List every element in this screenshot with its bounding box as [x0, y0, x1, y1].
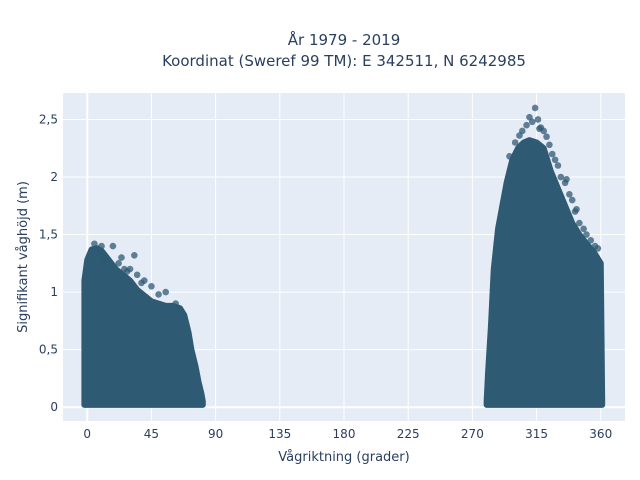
y-tick-label: 1 [50, 285, 58, 299]
scatter-point [162, 288, 170, 296]
scatter-point [548, 150, 556, 158]
scatter-point [580, 225, 587, 233]
scatter-point [557, 173, 565, 181]
scatter-point [133, 271, 141, 279]
scatter-point [551, 156, 559, 164]
x-tick-labels: 0 45 90 135 180 225 270 315 360 [83, 427, 612, 441]
x-tick-label: 315 [525, 427, 548, 441]
x-tick-label: 45 [144, 427, 159, 441]
scatter-point [115, 260, 122, 267]
x-tick-label: 180 [333, 427, 356, 441]
chart-subtitle: Koordinat (Sweref 99 TM): E 342511, N 62… [162, 52, 526, 70]
scatter-point [543, 133, 550, 141]
data-marks [81, 104, 606, 408]
y-tick-labels: 0 0,5 1 1,5 2 2,5 [39, 112, 58, 414]
chart-title: År 1979 - 2019 [288, 30, 401, 49]
x-axis-label: Vågriktning (grader) [278, 450, 409, 465]
scatter-point [566, 190, 573, 198]
x-tick-label: 225 [397, 427, 420, 441]
scatter-point [594, 245, 602, 252]
scatter-point [531, 104, 539, 112]
scatter-point [563, 176, 570, 183]
scatter-point [568, 196, 576, 204]
scatter-point [506, 152, 513, 160]
scatter-point [573, 205, 580, 213]
scatter-point [172, 300, 179, 307]
scatter-point-cluster [483, 137, 606, 408]
scatter-point [511, 139, 519, 146]
scatter-point [109, 242, 117, 250]
y-tick-label: 0,5 [39, 343, 58, 357]
scatter-point [523, 121, 530, 129]
scatter-point [528, 118, 536, 126]
scatter-point [121, 265, 128, 273]
scatter-point [155, 291, 162, 298]
scatter-point [583, 231, 590, 238]
x-tick-label: 90 [208, 427, 223, 441]
scatter-point-cluster [81, 245, 206, 408]
scatter-point [587, 237, 595, 244]
scatter-point [148, 283, 155, 290]
y-tick-label: 1,5 [39, 228, 58, 242]
y-tick-label: 0 [50, 400, 58, 414]
y-tick-label: 2,5 [39, 112, 58, 126]
scatter-point [546, 141, 553, 149]
x-tick-label: 360 [589, 427, 612, 441]
scatter-point [131, 251, 138, 259]
x-tick-label: 0 [83, 427, 91, 441]
scatter-point [138, 279, 145, 287]
scatter-point [534, 116, 542, 123]
scatter-point [118, 254, 125, 261]
scatter-point [518, 127, 526, 135]
x-tick-label: 270 [461, 427, 484, 441]
x-tick-label: 135 [268, 427, 291, 441]
y-tick-label: 2 [50, 170, 58, 184]
scatter-point [101, 256, 108, 264]
scatter-point [536, 125, 543, 132]
y-axis-label: Signifikant våghöjd (m) [16, 181, 31, 333]
scatter-point [576, 219, 583, 227]
scatter-point [554, 162, 562, 169]
scatter-point [98, 242, 105, 250]
